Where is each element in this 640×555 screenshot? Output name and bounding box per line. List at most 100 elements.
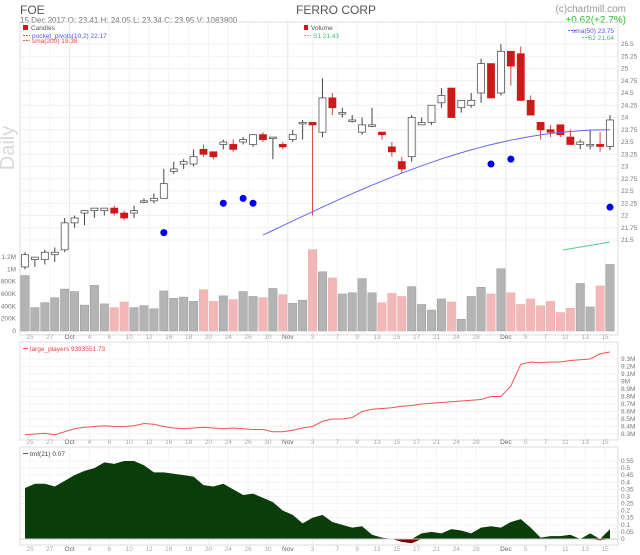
legend-s2: S2 21.04: [588, 35, 614, 42]
lp-axis-label: 8.6M: [621, 409, 635, 416]
x-axis-label: 5: [524, 546, 528, 553]
x-axis-label: 18: [185, 546, 193, 553]
price-axis-label: 21.5: [621, 237, 634, 244]
x-axis-label: 3: [311, 334, 315, 341]
lp-axis-label: 8.5M: [621, 416, 635, 423]
volume-bars: [20, 249, 615, 332]
price-axis-label: 24.5: [621, 90, 634, 97]
pocket-pivot-dot: [219, 199, 227, 207]
x-axis-label: 6: [107, 546, 111, 553]
x-axis-label: 28: [473, 439, 481, 446]
x-axis-label: 7: [544, 334, 548, 341]
volume-axis-label: 800K: [1, 279, 17, 286]
pocket-pivot-dot: [160, 229, 168, 237]
x-axis-label: 13: [373, 439, 381, 446]
x-axis-label: 25: [26, 546, 34, 553]
x-axis-label: 13: [582, 334, 590, 341]
price-axis-label: 25: [621, 66, 629, 73]
tmf-axis-label: 0.4: [621, 479, 630, 486]
x-axis-label: 16: [165, 439, 173, 446]
legend-pocket-pivots: pocket_pivots(10,2) 22.17: [32, 33, 107, 40]
x-axis-label: 27: [46, 546, 54, 553]
x-axis-label: 7: [336, 546, 340, 553]
x-axis-label: 9: [355, 334, 359, 341]
x-axis-label: 11: [562, 546, 569, 553]
x-axis-label: Nov: [282, 546, 294, 553]
candlesticks: [21, 44, 614, 270]
x-axis-label: 7: [544, 546, 548, 553]
pocket-pivot-dot: [487, 160, 495, 168]
x-axis-label: 16: [165, 334, 173, 341]
pocket-pivot-dot: [239, 194, 247, 202]
tmf-axis-label: 0.2: [621, 508, 630, 515]
timeframe-watermark: Daily: [0, 126, 19, 170]
x-axis-label: Dec: [500, 439, 512, 446]
x-axis-label: 17: [413, 546, 421, 553]
x-axis-label: 3: [311, 439, 315, 446]
tmf-axis-label: 0.05: [621, 529, 634, 536]
x-axis-label: 12: [145, 334, 153, 341]
x-axis-label: 25: [26, 334, 34, 341]
x-axis-label: 15: [601, 546, 609, 553]
x-axis-label: 24: [225, 439, 233, 446]
price-axis-label: 25.25: [621, 53, 638, 60]
company-name: FERRO CORP: [296, 3, 377, 17]
volume-axis-label: 600K: [1, 291, 17, 298]
volume-axis-label: 400K: [1, 303, 17, 310]
pocket-pivot-dot: [507, 155, 515, 163]
x-axis-label: 15: [393, 546, 401, 553]
volume-legend-icon: [304, 25, 308, 30]
x-axis-label: Dec: [500, 334, 512, 341]
x-axis-label: 11: [562, 439, 569, 446]
x-axis-label: 10: [125, 334, 133, 341]
large-players-line: [24, 351, 611, 436]
x-axis-label: 9: [355, 546, 359, 553]
volume-axis-label: 1M: [7, 266, 16, 273]
x-axis-label: 9: [355, 439, 359, 446]
x-axis-label: Nov: [282, 439, 294, 446]
x-axis-label: 6: [107, 334, 111, 341]
x-axis-label: 20: [205, 439, 213, 446]
x-axis-label: 18: [185, 334, 193, 341]
x-axis-label: 4: [88, 439, 92, 446]
tmf-panel: [19, 446, 619, 546]
x-axis-label: 15: [601, 334, 609, 341]
pocket-pivot-dot: [249, 199, 257, 207]
x-axis-label: 24: [453, 439, 461, 446]
x-axis-label: 21: [433, 546, 441, 553]
x-axis-label: 21: [433, 439, 441, 446]
x-axis-label: 26: [244, 439, 252, 446]
candles-legend-icon: [23, 25, 28, 30]
x-axis-label: 4: [88, 334, 92, 341]
price-axis-label: 22.5: [621, 188, 634, 195]
lp-axis-label: 9.2M: [621, 364, 635, 371]
x-axis-label: Nov: [282, 334, 294, 341]
x-axis-label: 25: [26, 439, 34, 446]
volume-axis-label: 0: [12, 328, 16, 335]
sma50-line: [262, 129, 611, 236]
legend-sma50: sma(50) 23.75: [572, 28, 614, 35]
chartmill-credit[interactable]: (c)chartmill.com: [555, 4, 626, 15]
x-axis-label: 15: [601, 439, 609, 446]
x-axis-label: 27: [46, 334, 54, 341]
price-axis-label: 23.25: [621, 151, 638, 158]
large-players-panel: [19, 341, 619, 441]
x-axis-label: 15: [393, 439, 401, 446]
volume-axis-label: 200K: [1, 316, 17, 323]
axes-labels: 25.5 25.25 25 24.75 24.5 24.25 24 23.75 23.5 23.2…: [1, 41, 638, 553]
lp-axis-label: 9M: [621, 379, 630, 386]
lp-axis-label: 8.4M: [621, 424, 635, 431]
x-axis-label: Oct: [65, 546, 75, 553]
x-axis-label: 28: [473, 334, 481, 341]
tmf-axis-label: 0.5: [621, 465, 630, 472]
x-axis-label: 7: [336, 439, 340, 446]
price-axis-label: 22.75: [621, 176, 638, 183]
x-axis-label: 17: [413, 334, 421, 341]
tmf-axis-label: 0.3: [621, 493, 630, 500]
x-axis-label: 13: [582, 546, 590, 553]
tmf-axis-label: 0.35: [621, 486, 634, 493]
x-axis-label: 24: [225, 546, 233, 553]
price-axis-label: 24.25: [621, 102, 638, 109]
x-axis-label: 24: [225, 334, 233, 341]
